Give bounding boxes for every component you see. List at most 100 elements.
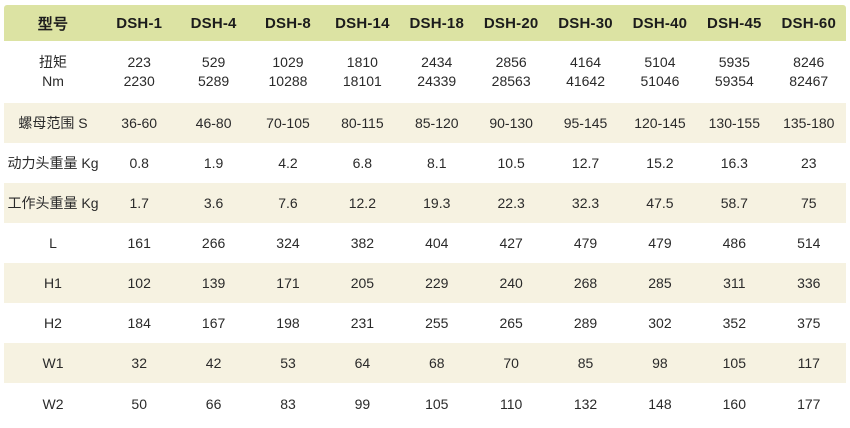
column-header: DSH-60 bbox=[771, 5, 846, 41]
cell-value: 19.3 bbox=[399, 183, 474, 223]
cell-value: 268 bbox=[548, 263, 623, 303]
table-header: 型号 DSH-1 DSH-4 DSH-8 DSH-14 DSH-18 DSH-20 DSH-3… bbox=[4, 5, 846, 41]
cell-value: 529 5289 bbox=[176, 41, 251, 103]
cell-value: 139 bbox=[176, 263, 251, 303]
cell-value: 184 bbox=[102, 303, 177, 343]
cell-value: 324 bbox=[250, 223, 326, 263]
cell-value: 223 2230 bbox=[102, 41, 177, 103]
cell-value: 66 bbox=[176, 383, 251, 426]
cell-value: 132 bbox=[548, 383, 623, 426]
cell-value: 205 bbox=[325, 263, 400, 303]
cell-value: 514 bbox=[771, 223, 846, 263]
cell-value: 404 bbox=[399, 223, 474, 263]
cell-value: 130-155 bbox=[697, 103, 772, 143]
cell-value: 47.5 bbox=[622, 183, 698, 223]
cell-value: 5935 59354 bbox=[697, 41, 772, 103]
row-label: H1 bbox=[4, 263, 102, 303]
column-header: DSH-18 bbox=[399, 5, 474, 41]
cell-value: 53 bbox=[250, 343, 326, 383]
cell-value: 382 bbox=[325, 223, 400, 263]
column-header: DSH-14 bbox=[325, 5, 400, 41]
cell-value: 70 bbox=[473, 343, 549, 383]
row-label: H2 bbox=[4, 303, 102, 343]
cell-value: 7.6 bbox=[250, 183, 326, 223]
cell-value: 10.5 bbox=[473, 143, 549, 183]
cell-value: 302 bbox=[622, 303, 698, 343]
cell-value: 32 bbox=[102, 343, 177, 383]
cell-value: 167 bbox=[176, 303, 251, 343]
cell-value: 70-105 bbox=[250, 103, 326, 143]
cell-value: 1810 18101 bbox=[325, 41, 400, 103]
cell-value: 229 bbox=[399, 263, 474, 303]
column-header: DSH-1 bbox=[102, 5, 177, 41]
cell-value: 8246 82467 bbox=[771, 41, 846, 103]
cell-value: 177 bbox=[771, 383, 846, 426]
cell-value: 5104 51046 bbox=[622, 41, 698, 103]
cell-value: 2434 24339 bbox=[399, 41, 474, 103]
cell-value: 16.3 bbox=[697, 143, 772, 183]
cell-value: 120-145 bbox=[622, 103, 698, 143]
column-header: DSH-30 bbox=[548, 5, 623, 41]
row-label: 螺母范围 S bbox=[4, 103, 102, 143]
cell-value: 105 bbox=[697, 343, 772, 383]
cell-value: 8.1 bbox=[399, 143, 474, 183]
column-header: DSH-8 bbox=[250, 5, 326, 41]
cell-value: 117 bbox=[771, 343, 846, 383]
row-label: L bbox=[4, 223, 102, 263]
column-header: DSH-4 bbox=[176, 5, 251, 41]
spec-table: 型号 DSH-1 DSH-4 DSH-8 DSH-14 DSH-18 DSH-20 DSH-3… bbox=[4, 5, 846, 426]
header-row: 型号 DSH-1 DSH-4 DSH-8 DSH-14 DSH-18 DSH-20 DSH-3… bbox=[4, 5, 846, 41]
cell-value: 240 bbox=[473, 263, 549, 303]
cell-value: 231 bbox=[325, 303, 400, 343]
cell-value: 265 bbox=[473, 303, 549, 343]
table-row: W1 32 42 53 64 68 70 85 98 105 117 bbox=[4, 343, 846, 383]
cell-value: 80-115 bbox=[325, 103, 400, 143]
cell-value: 1.7 bbox=[102, 183, 177, 223]
cell-value: 99 bbox=[325, 383, 400, 426]
row-label: W2 bbox=[4, 383, 102, 426]
cell-value: 148 bbox=[622, 383, 698, 426]
cell-value: 161 bbox=[102, 223, 177, 263]
cell-value: 50 bbox=[102, 383, 177, 426]
cell-value: 2856 28563 bbox=[473, 41, 549, 103]
cell-value: 110 bbox=[473, 383, 549, 426]
cell-value: 32.3 bbox=[548, 183, 623, 223]
cell-value: 375 bbox=[771, 303, 846, 343]
cell-value: 427 bbox=[473, 223, 549, 263]
cell-value: 64 bbox=[325, 343, 400, 383]
table-row: H2 184 167 198 231 255 265 289 302 352 375 bbox=[4, 303, 846, 343]
table-row: 扭矩 Nm 223 2230 529 5289 1029 10288 1810 18101 2434… bbox=[4, 41, 846, 103]
table-row: L 161 266 324 382 404 427 479 479 486 514 bbox=[4, 223, 846, 263]
cell-value: 160 bbox=[697, 383, 772, 426]
cell-value: 85 bbox=[548, 343, 623, 383]
cell-value: 4.2 bbox=[250, 143, 326, 183]
cell-value: 311 bbox=[697, 263, 772, 303]
cell-value: 90-130 bbox=[473, 103, 549, 143]
row-label: 工作头重量 Kg bbox=[4, 183, 102, 223]
table-row: 螺母范围 S 36-60 46-80 70-105 80-115 85-120 90-130… bbox=[4, 103, 846, 143]
cell-value: 12.7 bbox=[548, 143, 623, 183]
cell-value: 98 bbox=[622, 343, 698, 383]
cell-value: 23 bbox=[771, 143, 846, 183]
cell-value: 75 bbox=[771, 183, 846, 223]
cell-value: 266 bbox=[176, 223, 251, 263]
cell-value: 1.9 bbox=[176, 143, 251, 183]
row-label: W1 bbox=[4, 343, 102, 383]
table-row: H1 102 139 171 205 229 240 268 285 311 336 bbox=[4, 263, 846, 303]
cell-value: 85-120 bbox=[399, 103, 474, 143]
cell-value: 42 bbox=[176, 343, 251, 383]
table-row: 动力头重量 Kg 0.8 1.9 4.2 6.8 8.1 10.5 12.7 15.2 16.3 2… bbox=[4, 143, 846, 183]
cell-value: 105 bbox=[399, 383, 474, 426]
cell-value: 0.8 bbox=[102, 143, 177, 183]
cell-value: 1029 10288 bbox=[250, 41, 326, 103]
cell-value: 3.6 bbox=[176, 183, 251, 223]
cell-value: 255 bbox=[399, 303, 474, 343]
cell-value: 83 bbox=[250, 383, 326, 426]
cell-value: 6.8 bbox=[325, 143, 400, 183]
cell-value: 102 bbox=[102, 263, 177, 303]
column-header: DSH-40 bbox=[622, 5, 698, 41]
model-column-header: 型号 bbox=[4, 5, 102, 41]
column-header: DSH-20 bbox=[473, 5, 549, 41]
cell-value: 58.7 bbox=[697, 183, 772, 223]
cell-value: 68 bbox=[399, 343, 474, 383]
